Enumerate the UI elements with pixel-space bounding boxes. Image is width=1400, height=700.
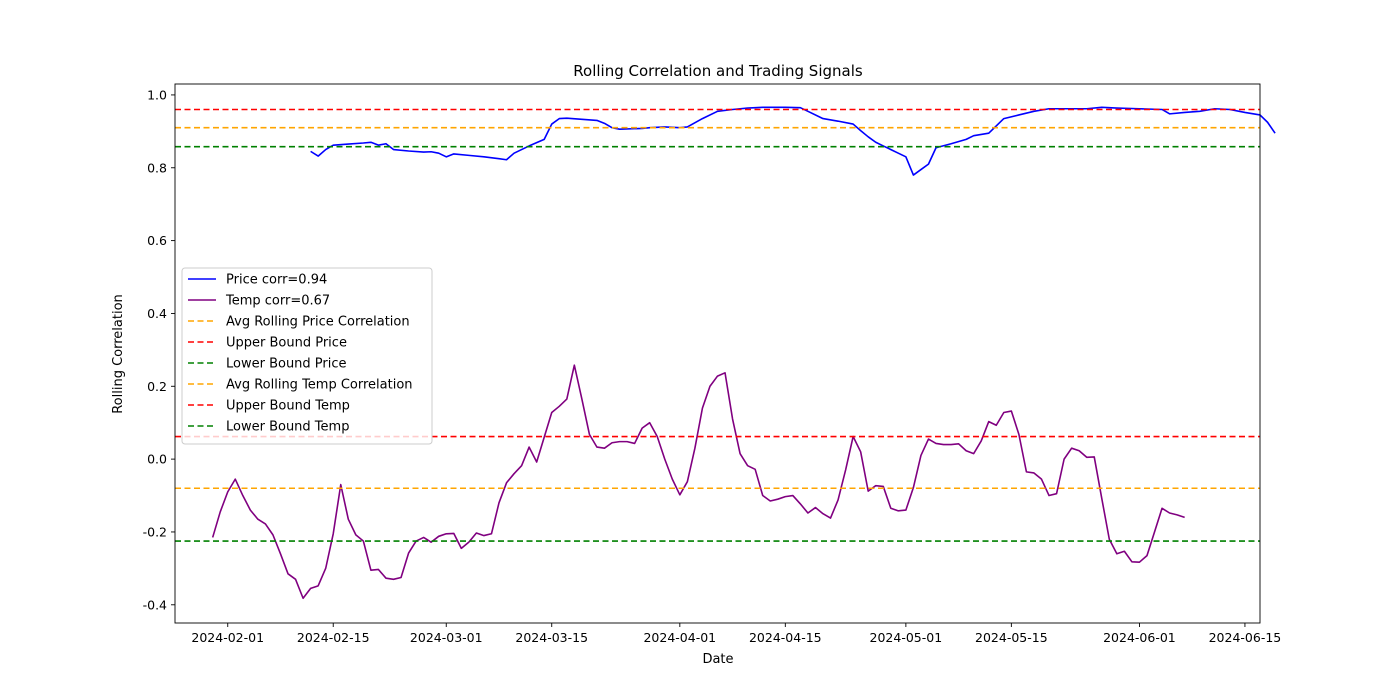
series-line-0 [310, 106, 1276, 176]
y-tick-label-6: 0.8 [147, 160, 167, 175]
x-tick-label-8: 2024-06-01 [1103, 630, 1176, 645]
legend-label-4: Lower Bound Price [226, 357, 347, 372]
x-tick-label-4: 2024-04-01 [643, 630, 716, 645]
x-axis-label: Date [702, 652, 733, 667]
y-tick-label-0: -0.4 [143, 597, 167, 612]
x-tick-label-9: 2024-06-15 [1209, 630, 1282, 645]
y-tick-label-5: 0.6 [147, 233, 167, 248]
series-line-1 [211, 364, 1185, 600]
legend-label-7: Lower Bound Temp [226, 420, 349, 435]
x-tick-label-6: 2024-05-01 [870, 630, 943, 645]
legend-box [181, 267, 433, 445]
y-tick-label-2: 0.0 [147, 452, 167, 467]
y-tick-label-3: 0.2 [147, 379, 167, 394]
plot-frame [174, 83, 1261, 624]
x-tick-label-7: 2024-05-15 [975, 630, 1048, 645]
x-tick-label-5: 2024-04-15 [749, 630, 822, 645]
legend: Price corr=0.94 Temp corr=0.67 Avg Rolling… [181, 267, 433, 445]
x-tick-label-2: 2024-03-01 [410, 630, 483, 645]
legend-label-6: Upper Bound Temp [226, 399, 350, 414]
legend-label-3: Upper Bound Price [226, 336, 347, 351]
plot-area [174, 83, 1276, 624]
y-tick-label-1: -0.2 [143, 524, 167, 539]
x-axis: 2024-02-01 2024-02-15 2024-03-01 2024-03-15… [191, 623, 1281, 645]
chart-title: Rolling Correlation and Trading Signals [573, 62, 863, 80]
legend-label-2: Avg Rolling Price Correlation [226, 315, 410, 330]
y-tick-label-4: 0.4 [147, 306, 167, 321]
y-axis-label: Rolling Correlation [111, 294, 126, 414]
y-tick-label-7: 1.0 [147, 87, 167, 102]
x-tick-label-1: 2024-02-15 [297, 630, 370, 645]
legend-label-0: Price corr=0.94 [226, 273, 327, 288]
x-tick-label-0: 2024-02-01 [191, 630, 264, 645]
legend-label-1: Temp corr=0.67 [225, 294, 330, 309]
legend-label-5: Avg Rolling Temp Correlation [226, 378, 413, 393]
x-tick-label-3: 2024-03-15 [515, 630, 588, 645]
y-axis: -0.4 -0.2 0.0 0.2 0.4 0.6 0.8 1.0 [143, 87, 175, 612]
